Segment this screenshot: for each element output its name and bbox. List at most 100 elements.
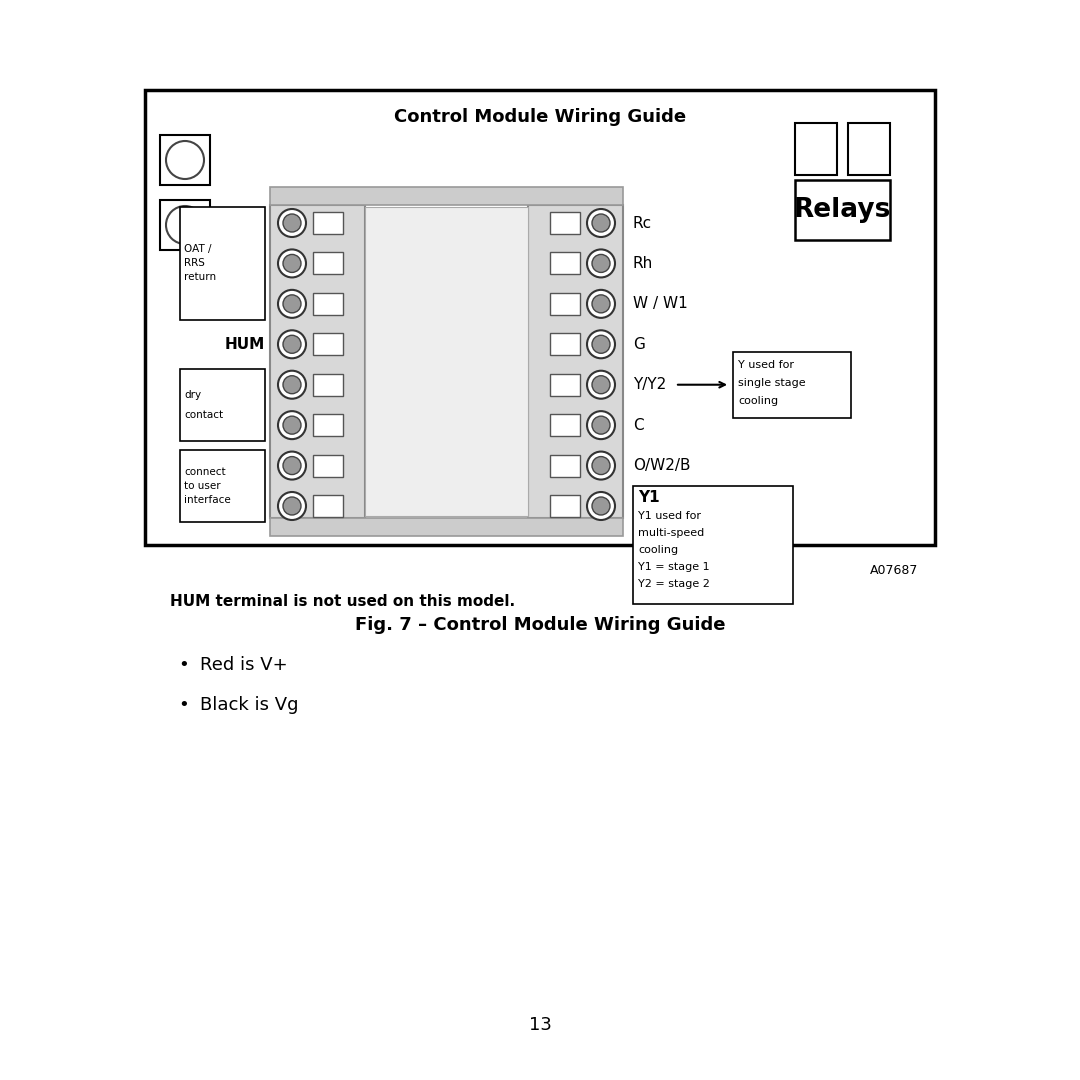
- Text: interface: interface: [184, 495, 231, 504]
- Text: V+: V+: [241, 458, 265, 473]
- Bar: [270, 205, 365, 518]
- Circle shape: [592, 457, 610, 474]
- Circle shape: [278, 492, 306, 519]
- Text: Red is V+: Red is V+: [200, 656, 287, 674]
- Bar: [270, 518, 623, 536]
- Text: •: •: [178, 656, 189, 674]
- Bar: [733, 352, 851, 418]
- Text: D1: D1: [242, 377, 265, 392]
- Text: Y1 = stage 1: Y1 = stage 1: [638, 562, 710, 572]
- Text: Y1: Y1: [638, 489, 660, 504]
- Text: return: return: [184, 272, 216, 283]
- Text: Vg: Vg: [243, 499, 265, 513]
- Circle shape: [588, 451, 615, 480]
- Circle shape: [592, 214, 610, 232]
- Bar: [313, 374, 343, 395]
- Text: multi-speed: multi-speed: [638, 528, 704, 538]
- Bar: [795, 123, 837, 175]
- Circle shape: [278, 451, 306, 480]
- Text: Y used for: Y used for: [738, 360, 794, 369]
- Text: OAT /: OAT /: [184, 244, 212, 255]
- Bar: [795, 180, 890, 240]
- Text: connect: connect: [184, 467, 226, 476]
- Text: Black is Vg: Black is Vg: [200, 696, 298, 714]
- Text: Control Module Wiring Guide: Control Module Wiring Guide: [394, 108, 686, 126]
- Bar: [180, 368, 265, 441]
- Circle shape: [588, 492, 615, 519]
- Circle shape: [278, 210, 306, 237]
- Circle shape: [166, 206, 204, 244]
- Bar: [145, 90, 935, 545]
- Text: Y1: Y1: [633, 499, 652, 513]
- Text: 13: 13: [528, 1016, 552, 1034]
- Bar: [550, 374, 580, 395]
- Text: dry: dry: [184, 390, 201, 400]
- Circle shape: [283, 255, 301, 272]
- Bar: [848, 123, 890, 175]
- Circle shape: [592, 376, 610, 394]
- Bar: [550, 455, 580, 476]
- Bar: [313, 334, 343, 355]
- Circle shape: [278, 370, 306, 399]
- Circle shape: [588, 370, 615, 399]
- Bar: [270, 187, 623, 205]
- Text: Rc: Rc: [633, 216, 652, 230]
- Text: W / W1: W / W1: [633, 296, 688, 311]
- Circle shape: [588, 249, 615, 278]
- Text: OAT: OAT: [231, 216, 265, 230]
- Bar: [313, 293, 343, 315]
- Text: cooling: cooling: [638, 545, 678, 555]
- Text: Fig. 7 – Control Module Wiring Guide: Fig. 7 – Control Module Wiring Guide: [354, 616, 726, 634]
- Circle shape: [588, 411, 615, 440]
- Circle shape: [592, 295, 610, 313]
- Circle shape: [278, 330, 306, 359]
- Bar: [313, 414, 343, 436]
- Text: to user: to user: [184, 481, 220, 490]
- Circle shape: [283, 214, 301, 232]
- Text: Relays: Relays: [794, 197, 891, 222]
- Circle shape: [588, 289, 615, 318]
- Text: cooling: cooling: [738, 395, 778, 406]
- Circle shape: [278, 289, 306, 318]
- Text: HUM terminal is not used on this model.: HUM terminal is not used on this model.: [170, 594, 515, 609]
- Text: Y1 used for: Y1 used for: [638, 511, 701, 521]
- Text: Rh: Rh: [633, 256, 653, 271]
- Text: single stage: single stage: [738, 378, 806, 388]
- Text: Y2 = stage 2: Y2 = stage 2: [638, 579, 710, 589]
- Text: contact: contact: [184, 410, 224, 420]
- Circle shape: [283, 416, 301, 434]
- Bar: [550, 293, 580, 315]
- Bar: [313, 455, 343, 476]
- Circle shape: [278, 249, 306, 278]
- Text: HUM: HUM: [225, 337, 265, 352]
- Circle shape: [592, 416, 610, 434]
- Bar: [550, 495, 580, 517]
- Bar: [180, 449, 265, 522]
- Text: G: G: [633, 337, 645, 352]
- Bar: [528, 205, 623, 518]
- Bar: [633, 486, 793, 604]
- Circle shape: [283, 376, 301, 394]
- Text: {SRTN: {SRTN: [208, 296, 265, 311]
- Text: C: C: [633, 418, 644, 433]
- Bar: [160, 135, 210, 185]
- Bar: [313, 212, 343, 234]
- Bar: [550, 253, 580, 274]
- Bar: [365, 207, 528, 516]
- Text: RRS: RRS: [184, 258, 205, 269]
- Circle shape: [283, 497, 301, 515]
- Circle shape: [592, 497, 610, 515]
- Circle shape: [588, 330, 615, 359]
- Text: •: •: [178, 696, 189, 714]
- Circle shape: [588, 210, 615, 237]
- Circle shape: [166, 141, 204, 179]
- Circle shape: [283, 335, 301, 353]
- Circle shape: [283, 295, 301, 313]
- Bar: [313, 253, 343, 274]
- Text: Y/Y2: Y/Y2: [633, 377, 666, 392]
- Text: D2: D2: [242, 418, 265, 433]
- Text: O/W2/B: O/W2/B: [633, 458, 690, 473]
- Bar: [550, 334, 580, 355]
- Bar: [550, 212, 580, 234]
- Text: A07687: A07687: [870, 564, 918, 577]
